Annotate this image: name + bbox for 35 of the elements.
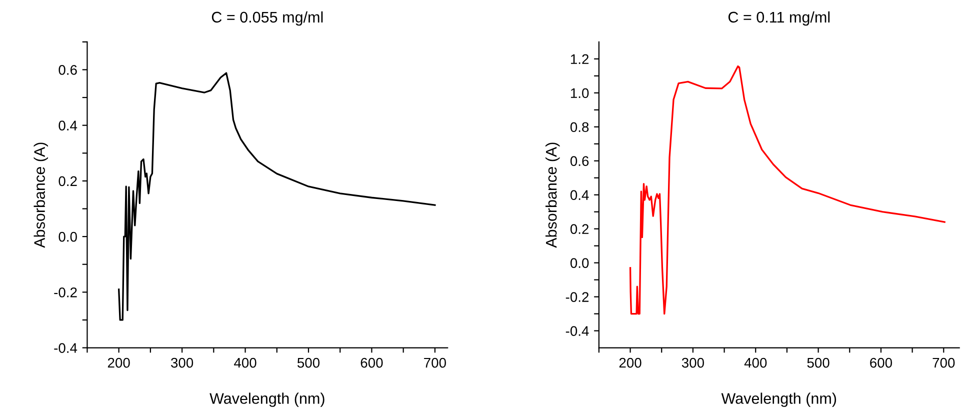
chart-title: C = 0.11 mg/ml: [728, 11, 830, 26]
x-tick-label: 700: [424, 358, 446, 368]
x-tick-label: 200: [108, 358, 130, 368]
y-tick-label: -0.2: [54, 287, 77, 298]
y-tick-label: 0.0: [570, 258, 589, 268]
x-axis-title: Wavelength (nm): [210, 392, 324, 407]
x-tick-label: 200: [619, 358, 642, 368]
x-tick-label: 300: [170, 358, 194, 368]
x-tick-label: 400: [744, 358, 767, 368]
y-tick-label: -0.2: [566, 292, 589, 302]
line-series: [629, 65, 946, 315]
x-axis-title: Wavelength (nm): [721, 392, 836, 407]
y-tick-label: 0.0: [58, 232, 77, 242]
y-tick-label: 0.4: [58, 120, 78, 130]
y-tick-label: 0.6: [570, 156, 589, 166]
y-tick-label: 1.2: [570, 54, 589, 64]
x-tick-label: 600: [360, 358, 383, 368]
y-tick-label: 0.2: [58, 176, 77, 186]
x-tick-label: 400: [234, 358, 256, 368]
y-tick-label: 1.0: [570, 88, 589, 98]
line-series: [118, 72, 436, 321]
x-tick-label: 300: [682, 358, 704, 368]
chart-title: C = 0.055 mg/ml: [212, 11, 323, 26]
y-tick-label: -0.4: [566, 326, 589, 336]
y-axis-title: Absorbance (A): [34, 142, 48, 248]
y-tick-label: 0.2: [570, 224, 589, 234]
y-axis-title: Absorbance (A): [545, 142, 560, 248]
x-tick-label: 600: [870, 358, 892, 368]
x-tick-label: 700: [932, 358, 955, 368]
y-tick-label: 0.4: [570, 190, 589, 200]
y-tick-label: 0.8: [570, 122, 589, 132]
y-tick-label: -0.4: [54, 343, 78, 353]
x-tick-label: 500: [297, 358, 320, 368]
x-tick-label: 500: [807, 358, 830, 368]
y-tick-label: 0.6: [58, 65, 77, 75]
